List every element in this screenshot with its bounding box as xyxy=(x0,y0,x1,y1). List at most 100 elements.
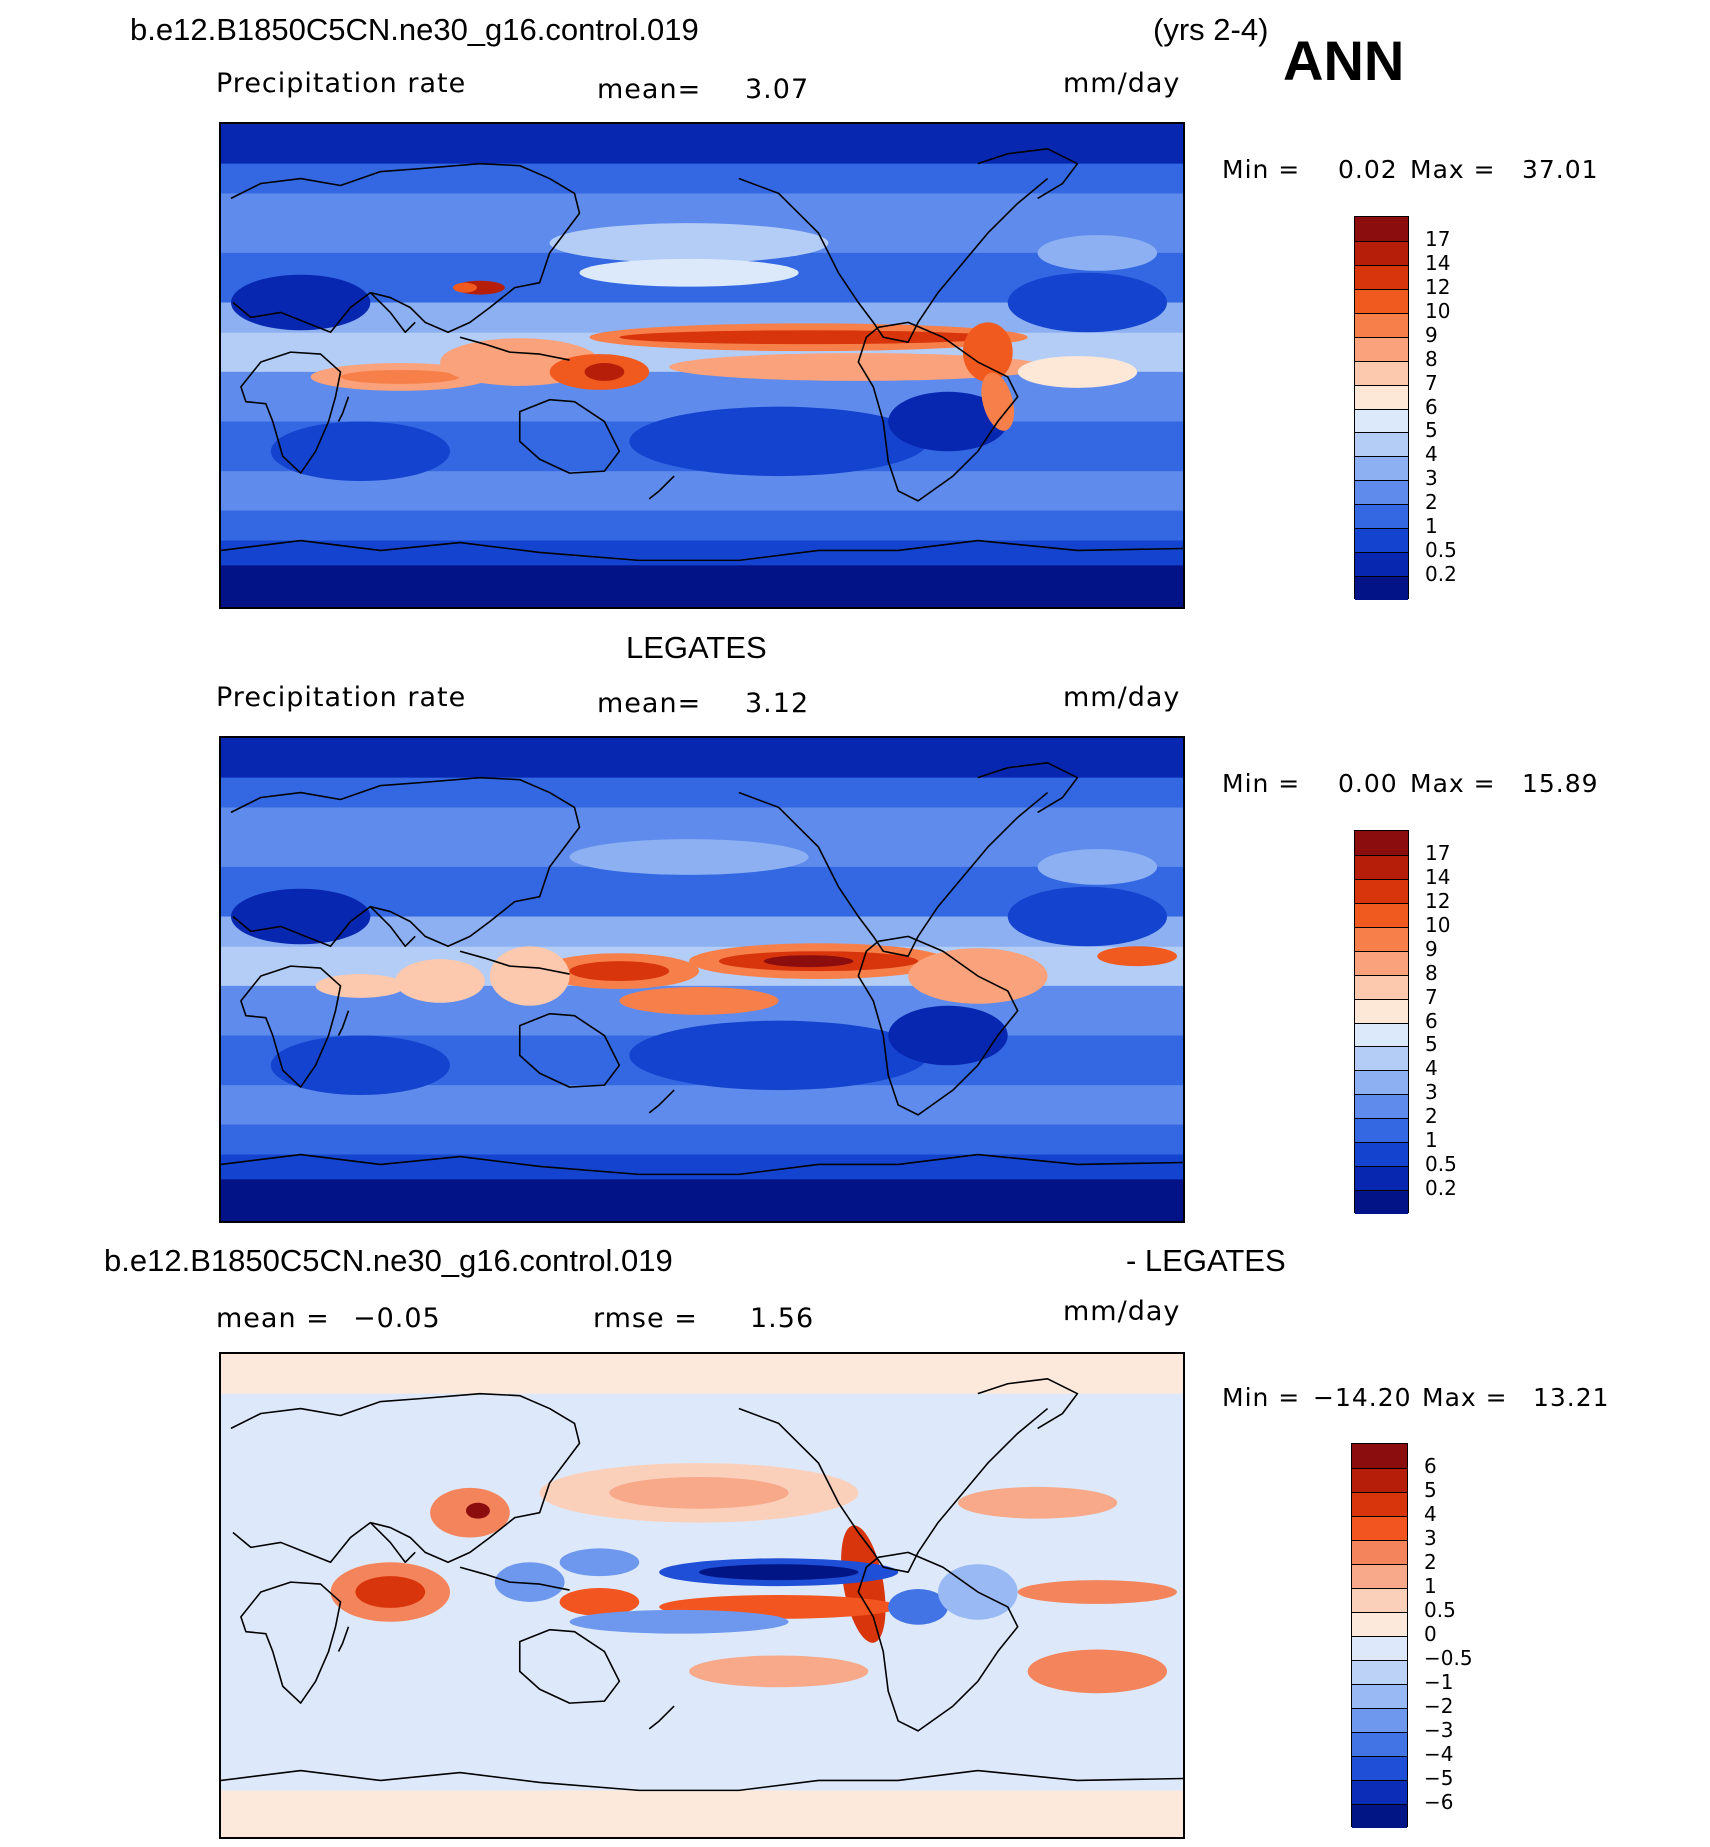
coastlines xyxy=(221,762,1183,1176)
precip-region xyxy=(559,1588,640,1616)
panel2-variable: Precipitation rate xyxy=(216,682,467,713)
precip-region xyxy=(559,1548,640,1577)
panel2-precip-map xyxy=(219,736,1185,1223)
colorbar-swatch xyxy=(1355,336,1408,361)
colorbar-swatch xyxy=(1355,831,1408,855)
colorbar-swatch xyxy=(1355,408,1408,433)
precip-region xyxy=(270,1035,451,1096)
precip-region xyxy=(619,986,779,1015)
colorbar-tick-label: 0.5 xyxy=(1425,538,1457,563)
colorbar-swatch xyxy=(1355,1022,1408,1047)
colorbar-swatch xyxy=(1355,1166,1408,1191)
colorbar-swatch xyxy=(1352,1708,1407,1732)
colorbar-swatch xyxy=(1352,1636,1407,1660)
colorbar-tick-label: 1 xyxy=(1424,1574,1437,1598)
colorbar-swatch xyxy=(1355,480,1408,505)
precip-region xyxy=(763,955,854,968)
colorbar-swatch xyxy=(1355,312,1408,337)
precip-region xyxy=(569,1609,789,1634)
panel1-min-value: 0.02 xyxy=(1338,155,1398,184)
colorbar-swatch xyxy=(1355,1190,1408,1214)
colorbar-swatch xyxy=(1352,1588,1407,1612)
colorbar-swatch xyxy=(1352,1660,1407,1684)
precip-region xyxy=(1007,886,1168,947)
colorbar-tick-label: 12 xyxy=(1425,274,1451,299)
colorbar-swatch xyxy=(1355,576,1408,600)
colorbar-tick-label: 8 xyxy=(1425,346,1438,371)
precip-region xyxy=(569,839,809,875)
panel3-rmse-value: 1.56 xyxy=(750,1303,815,1334)
colorbar-swatch xyxy=(1355,217,1408,241)
panel3-max-label: Max = xyxy=(1422,1383,1508,1412)
panel1-max-label: Max = xyxy=(1410,155,1496,184)
colorbar-swatch xyxy=(1355,902,1408,927)
colorbar-tick-label: 12 xyxy=(1425,888,1451,913)
panel1-precip-map xyxy=(219,122,1185,609)
colorbar-swatch xyxy=(1355,1118,1408,1143)
precip-region xyxy=(1017,1580,1178,1604)
colorbar-tick-label: 0.5 xyxy=(1425,1152,1457,1177)
panel3-diff-map xyxy=(219,1352,1185,1839)
precip-region xyxy=(1097,946,1178,967)
precip-region xyxy=(270,421,451,482)
panel2-colorbar xyxy=(1354,830,1409,1214)
panel1-variable: Precipitation rate xyxy=(216,68,467,99)
latitude-band xyxy=(221,565,1183,607)
latitude-band xyxy=(221,1124,1183,1155)
precip-region xyxy=(981,372,1015,431)
colorbar-tick-label: 17 xyxy=(1425,226,1451,251)
panel1-colorbar xyxy=(1354,216,1409,600)
panel3-heading-right: - LEGATES xyxy=(1126,1243,1286,1278)
colorbar-swatch xyxy=(1355,288,1408,313)
precip-region xyxy=(395,959,485,1003)
colorbar-swatch xyxy=(1355,854,1408,879)
colorbar-swatch xyxy=(1355,264,1408,289)
precip-region xyxy=(230,888,371,945)
panel2-units: mm/day xyxy=(1063,682,1181,713)
latitude-band xyxy=(221,1154,1183,1180)
season-label: ANN xyxy=(1283,29,1405,92)
panel2-min-value: 0.00 xyxy=(1338,769,1398,798)
panel2-heading: LEGATES xyxy=(626,630,767,665)
colorbar-tick-label: −5 xyxy=(1424,1766,1454,1790)
colorbar-tick-label: 2 xyxy=(1424,1550,1437,1574)
colorbar-tick-label: 3 xyxy=(1424,1526,1437,1550)
panel3-min-label: Min = xyxy=(1222,1383,1301,1412)
colorbar-swatch xyxy=(1352,1516,1407,1540)
precip-region xyxy=(584,363,625,381)
latitude-band xyxy=(221,1790,1183,1837)
colorbar-swatch xyxy=(1355,432,1408,457)
colorbar-tick-label: 0.2 xyxy=(1425,1176,1457,1201)
colorbar-tick-label: 10 xyxy=(1425,298,1451,323)
precip-region xyxy=(494,1562,565,1602)
latitude-band xyxy=(221,510,1183,541)
colorbar-tick-label: 6 xyxy=(1424,1454,1437,1478)
latitude-band xyxy=(221,124,1183,164)
precip-region xyxy=(629,406,929,477)
latitude-band xyxy=(221,540,1183,566)
precip-region xyxy=(629,1020,929,1091)
precip-region xyxy=(569,961,670,981)
panel3-max-value: 13.21 xyxy=(1533,1383,1610,1412)
colorbar-swatch xyxy=(1355,456,1408,481)
panel1-mean-label: mean= xyxy=(597,74,702,105)
colorbar-tick-label: −6 xyxy=(1424,1790,1454,1814)
colorbar-tick-label: 7 xyxy=(1425,370,1438,395)
precip-region xyxy=(489,946,570,1006)
case-title: b.e12.B1850C5CN.ne30_g16.control.019 xyxy=(130,12,699,47)
colorbar-swatch xyxy=(1352,1564,1407,1588)
colorbar-swatch xyxy=(1352,1468,1407,1492)
panel3-min-value: −14.20 xyxy=(1313,1383,1412,1412)
colorbar-tick-label: 4 xyxy=(1424,1502,1437,1526)
latitude-band xyxy=(221,1354,1183,1394)
colorbar-tick-label: 6 xyxy=(1425,1008,1438,1033)
colorbar-tick-label: −1 xyxy=(1424,1670,1454,1694)
precip-region xyxy=(689,1655,869,1688)
precip-region xyxy=(609,1476,789,1509)
precip-region xyxy=(230,274,371,331)
years-label: (yrs 2-4) xyxy=(1153,12,1269,47)
colorbar-swatch xyxy=(1355,1094,1408,1119)
colorbar-swatch xyxy=(1352,1732,1407,1756)
colorbar-swatch xyxy=(1355,384,1408,409)
colorbar-swatch xyxy=(1352,1756,1407,1780)
